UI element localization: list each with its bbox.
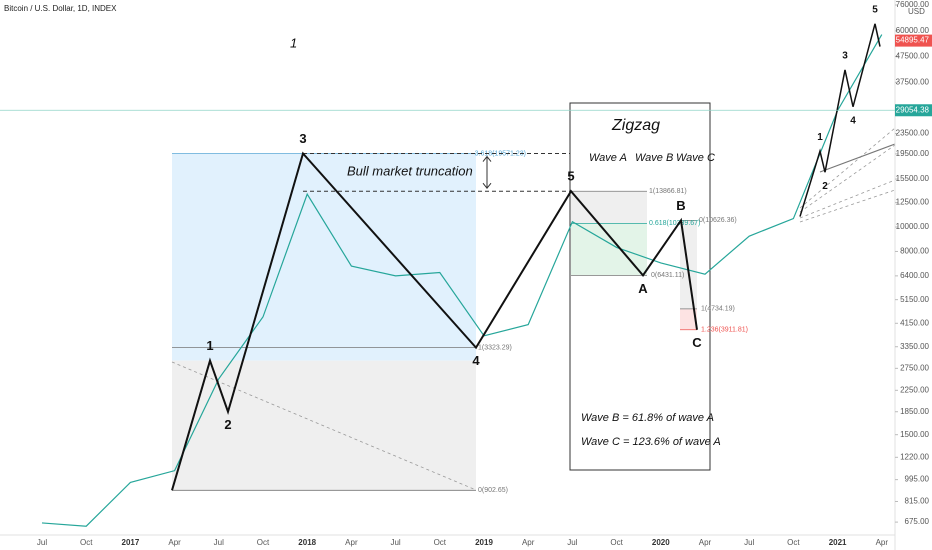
y-tick-label: 5150.00 bbox=[900, 295, 929, 304]
wave-label: 1 bbox=[817, 132, 823, 143]
price-tag bbox=[895, 34, 932, 47]
y-tick-label: 1500.00 bbox=[900, 430, 929, 439]
wave-label: 3 bbox=[842, 51, 848, 62]
currency: USD bbox=[908, 7, 925, 16]
x-tick-label: Apr bbox=[168, 538, 181, 547]
x-tick-label: Apr bbox=[345, 538, 358, 547]
x-tick-label: Jul bbox=[214, 538, 224, 547]
wave-label: A bbox=[638, 281, 648, 296]
annotation: Wave B = 61.8% of wave A bbox=[581, 412, 714, 424]
x-tick-label: 2021 bbox=[829, 538, 847, 547]
wave-label: 2 bbox=[822, 181, 828, 192]
y-tick-label: 47500.00 bbox=[896, 52, 930, 61]
x-tick-label: 2018 bbox=[298, 538, 316, 547]
annotation: Wave B bbox=[635, 152, 673, 164]
x-tick-label: Jul bbox=[744, 538, 754, 547]
x-tick-label: Apr bbox=[522, 538, 535, 547]
y-tick-label: 2250.00 bbox=[900, 385, 929, 394]
wave-label: 2 bbox=[224, 417, 231, 432]
x-tick-label: Jul bbox=[567, 538, 577, 547]
annotation: Wave A bbox=[589, 152, 627, 164]
fib-label: 1(3323.29) bbox=[478, 344, 512, 351]
price-tag-label: 54895.47 bbox=[896, 36, 930, 45]
y-tick-label: 995.00 bbox=[905, 475, 930, 484]
wave-line bbox=[799, 23, 881, 217]
y-tick-label: 1220.00 bbox=[900, 452, 929, 461]
y-tick-label: 4150.00 bbox=[900, 318, 929, 327]
y-tick-label: 76000.00 bbox=[896, 0, 930, 9]
trend-line bbox=[799, 127, 896, 209]
y-tick-label: 1850.00 bbox=[900, 407, 929, 416]
chart-title: Bitcoin / U.S. Dollar, 1D, INDEX bbox=[4, 4, 117, 13]
arrow bbox=[482, 155, 492, 190]
fib-zone bbox=[172, 360, 476, 491]
trend-line bbox=[799, 189, 896, 223]
x-tick-label: Oct bbox=[787, 538, 800, 547]
y-tick-label: 2750.00 bbox=[900, 363, 929, 372]
wave-label: 4 bbox=[850, 115, 856, 126]
fib-label: 1.236(3911.81) bbox=[701, 327, 748, 334]
trend-line bbox=[799, 179, 896, 219]
fib-label: 0(902.65) bbox=[478, 487, 508, 494]
trend-line bbox=[799, 144, 896, 213]
annotation: Bull market truncation bbox=[347, 163, 473, 178]
wave-label: 5 bbox=[872, 4, 878, 15]
x-tick-label: 2020 bbox=[652, 538, 670, 547]
y-tick-label: 60000.00 bbox=[896, 26, 930, 35]
wave-label: C bbox=[692, 335, 702, 350]
zigzag-box bbox=[569, 102, 711, 471]
y-tick-label: 815.00 bbox=[905, 497, 930, 506]
price-tag bbox=[895, 104, 932, 117]
y-tick-label: 8000.00 bbox=[900, 247, 929, 256]
x-tick-label: Oct bbox=[610, 538, 623, 547]
y-tick-label: 37500.00 bbox=[896, 77, 930, 86]
annotation: Wave C bbox=[676, 152, 715, 164]
x-tick-label: Oct bbox=[80, 538, 93, 547]
y-tick-label: 19500.00 bbox=[896, 149, 930, 158]
y-tick-label: 6400.00 bbox=[900, 271, 929, 280]
x-tick-label: Jul bbox=[390, 538, 400, 547]
x-tick-label: Oct bbox=[434, 538, 447, 547]
fib-zone bbox=[680, 308, 697, 330]
fib-label: 0.618(10339.67) bbox=[649, 220, 700, 227]
wave-label: 5 bbox=[567, 169, 574, 184]
fib-label: 1(4734.19) bbox=[701, 306, 735, 313]
fib-label: 0(10626.36) bbox=[699, 217, 737, 224]
fib-label: 0(6431.11) bbox=[651, 272, 684, 279]
x-tick-label: Jul bbox=[37, 538, 47, 547]
wave-line bbox=[171, 151, 698, 491]
fib-zone bbox=[172, 153, 476, 361]
y-tick-label: 12500.00 bbox=[896, 198, 930, 207]
x-tick-label: Apr bbox=[876, 538, 889, 547]
x-tick-label: Apr bbox=[699, 538, 712, 547]
wave-label: 3 bbox=[299, 131, 306, 146]
wave-label: 1 bbox=[206, 338, 213, 353]
background-layer bbox=[171, 127, 896, 491]
annotation: Zigzag bbox=[611, 117, 660, 134]
x-tick-label: Oct bbox=[257, 538, 270, 547]
trend-line bbox=[171, 361, 477, 491]
price-tag-label: 29054.38 bbox=[896, 105, 930, 114]
annotation: 1 bbox=[290, 35, 297, 50]
trend-line bbox=[819, 143, 896, 173]
y-tick-label: 3350.00 bbox=[900, 342, 929, 351]
wave-label: 4 bbox=[472, 353, 480, 368]
wave-label: B bbox=[676, 198, 685, 213]
x-tick-label: 2019 bbox=[475, 538, 493, 547]
fib-label: 1(13866.81) bbox=[649, 188, 687, 195]
y-tick-label: 15500.00 bbox=[896, 174, 930, 183]
y-tick-label: 10000.00 bbox=[896, 222, 930, 231]
x-tick-label: 2017 bbox=[122, 538, 140, 547]
y-tick-label: 23500.00 bbox=[896, 129, 930, 138]
annotation: Wave C = 123.6% of wave A bbox=[581, 436, 721, 448]
fib-zone bbox=[571, 191, 647, 224]
y-tick-label: 675.00 bbox=[905, 517, 930, 526]
